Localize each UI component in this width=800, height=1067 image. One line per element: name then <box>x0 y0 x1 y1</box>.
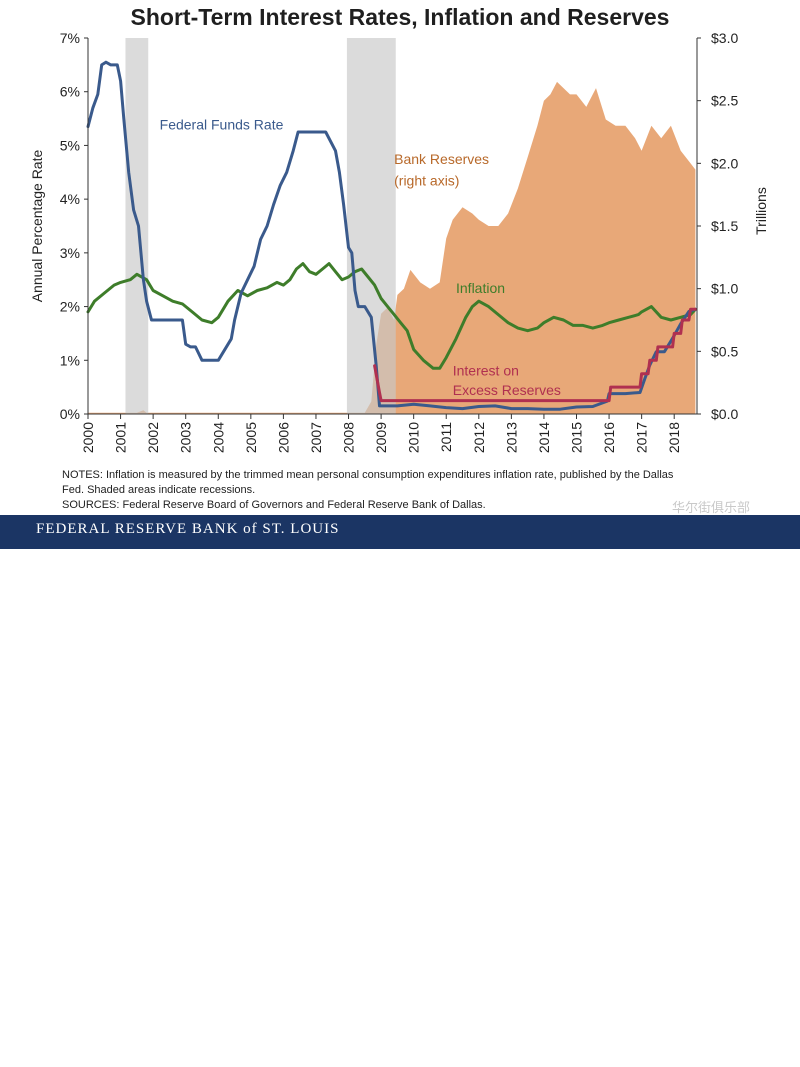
annotation-label-2: Bank Reserves <box>394 151 489 167</box>
right-tick-label: $3.0 <box>711 30 738 46</box>
right-tick-label: $2.5 <box>711 93 738 109</box>
x-tick-label: 2009 <box>373 422 389 453</box>
x-tick-label: 2008 <box>341 422 357 453</box>
left-axis-title: Annual Percentage Rate <box>29 150 45 303</box>
left-tick-label: 7% <box>60 30 80 46</box>
x-tick-label: 2007 <box>308 422 324 453</box>
inflation-line <box>86 262 697 370</box>
x-tick-label: 2013 <box>503 422 519 453</box>
bank-reserves-area <box>88 81 696 415</box>
annotation-label-1: Federal Funds Rate <box>160 116 284 132</box>
right-tick-label: $2.0 <box>711 155 738 171</box>
sources-line: SOURCES: Federal Reserve Board of Govern… <box>62 499 486 511</box>
annotation-label-4: Inflation <box>456 280 505 296</box>
chart-title: Short-Term Interest Rates, Inflation and… <box>130 4 670 30</box>
notes-line: Fed. Shaded areas indicate recessions. <box>62 484 256 496</box>
x-tick-label: 2002 <box>145 422 161 453</box>
annotation-label-5: Interest on <box>453 362 519 378</box>
recession-band-1 <box>125 38 149 414</box>
x-tick-label: 2018 <box>666 422 682 453</box>
x-tick-label: 2011 <box>438 422 454 452</box>
x-tick-label: 2003 <box>178 422 194 453</box>
chart: 0% 1% 2% 3% 4% 5% 6% 7% $0.0 $0.5 $1.0 $1.5 $2.0 $2.5… <box>29 30 769 453</box>
recession-band-2 <box>346 38 396 414</box>
footer-bar: FEDERAL RESERVE BANK of ST. LOUIS 雪球：宽客量… <box>0 515 800 1065</box>
right-axis-title: Trillions <box>753 187 769 235</box>
annotation-label-6: Excess Reserves <box>453 382 561 398</box>
x-tick-label: 2012 <box>471 422 487 453</box>
x-tick-label: 2006 <box>275 422 291 453</box>
chart-notes: NOTES: Inflation is measured by the trim… <box>62 468 782 513</box>
left-tick-label: 1% <box>60 352 80 368</box>
x-tick-label: 2017 <box>634 422 650 453</box>
x-tick-label: 2015 <box>569 422 585 453</box>
annotation-label-3: (right axis) <box>394 173 459 189</box>
footer-brand: FEDERAL RESERVE BANK of ST. LOUIS <box>36 521 340 537</box>
right-tick-label: $1.0 <box>711 281 738 297</box>
x-tick-label: 2010 <box>406 422 422 453</box>
x-tick-label: 2004 <box>210 422 226 453</box>
x-tick-label: 2014 <box>536 422 552 453</box>
left-tick-label: 2% <box>60 299 80 315</box>
right-tick-label: $1.5 <box>711 218 738 234</box>
x-tick-label: 2001 <box>113 422 129 453</box>
left-tick-label: 5% <box>60 137 80 153</box>
left-tick-label: 0% <box>60 406 80 422</box>
watermark: 雪球：宽客量化与对冲 <box>561 1040 782 1065</box>
right-tick-label: $0.0 <box>711 406 738 422</box>
left-tick-label: 6% <box>60 84 80 100</box>
left-tick-label: 4% <box>60 191 80 207</box>
right-tick-label: $0.5 <box>711 343 738 359</box>
watermark-top: 华尔街俱乐部 <box>671 500 750 515</box>
notes-line: NOTES: Inflation is measured by the trim… <box>62 469 674 481</box>
x-tick-label: 2000 <box>80 422 96 453</box>
x-tick-label: 2016 <box>601 422 617 453</box>
ioer-line <box>373 307 697 403</box>
x-tick-label: 2005 <box>243 422 259 453</box>
left-tick-label: 3% <box>60 245 80 261</box>
fed-funds-rate-line <box>86 60 697 411</box>
